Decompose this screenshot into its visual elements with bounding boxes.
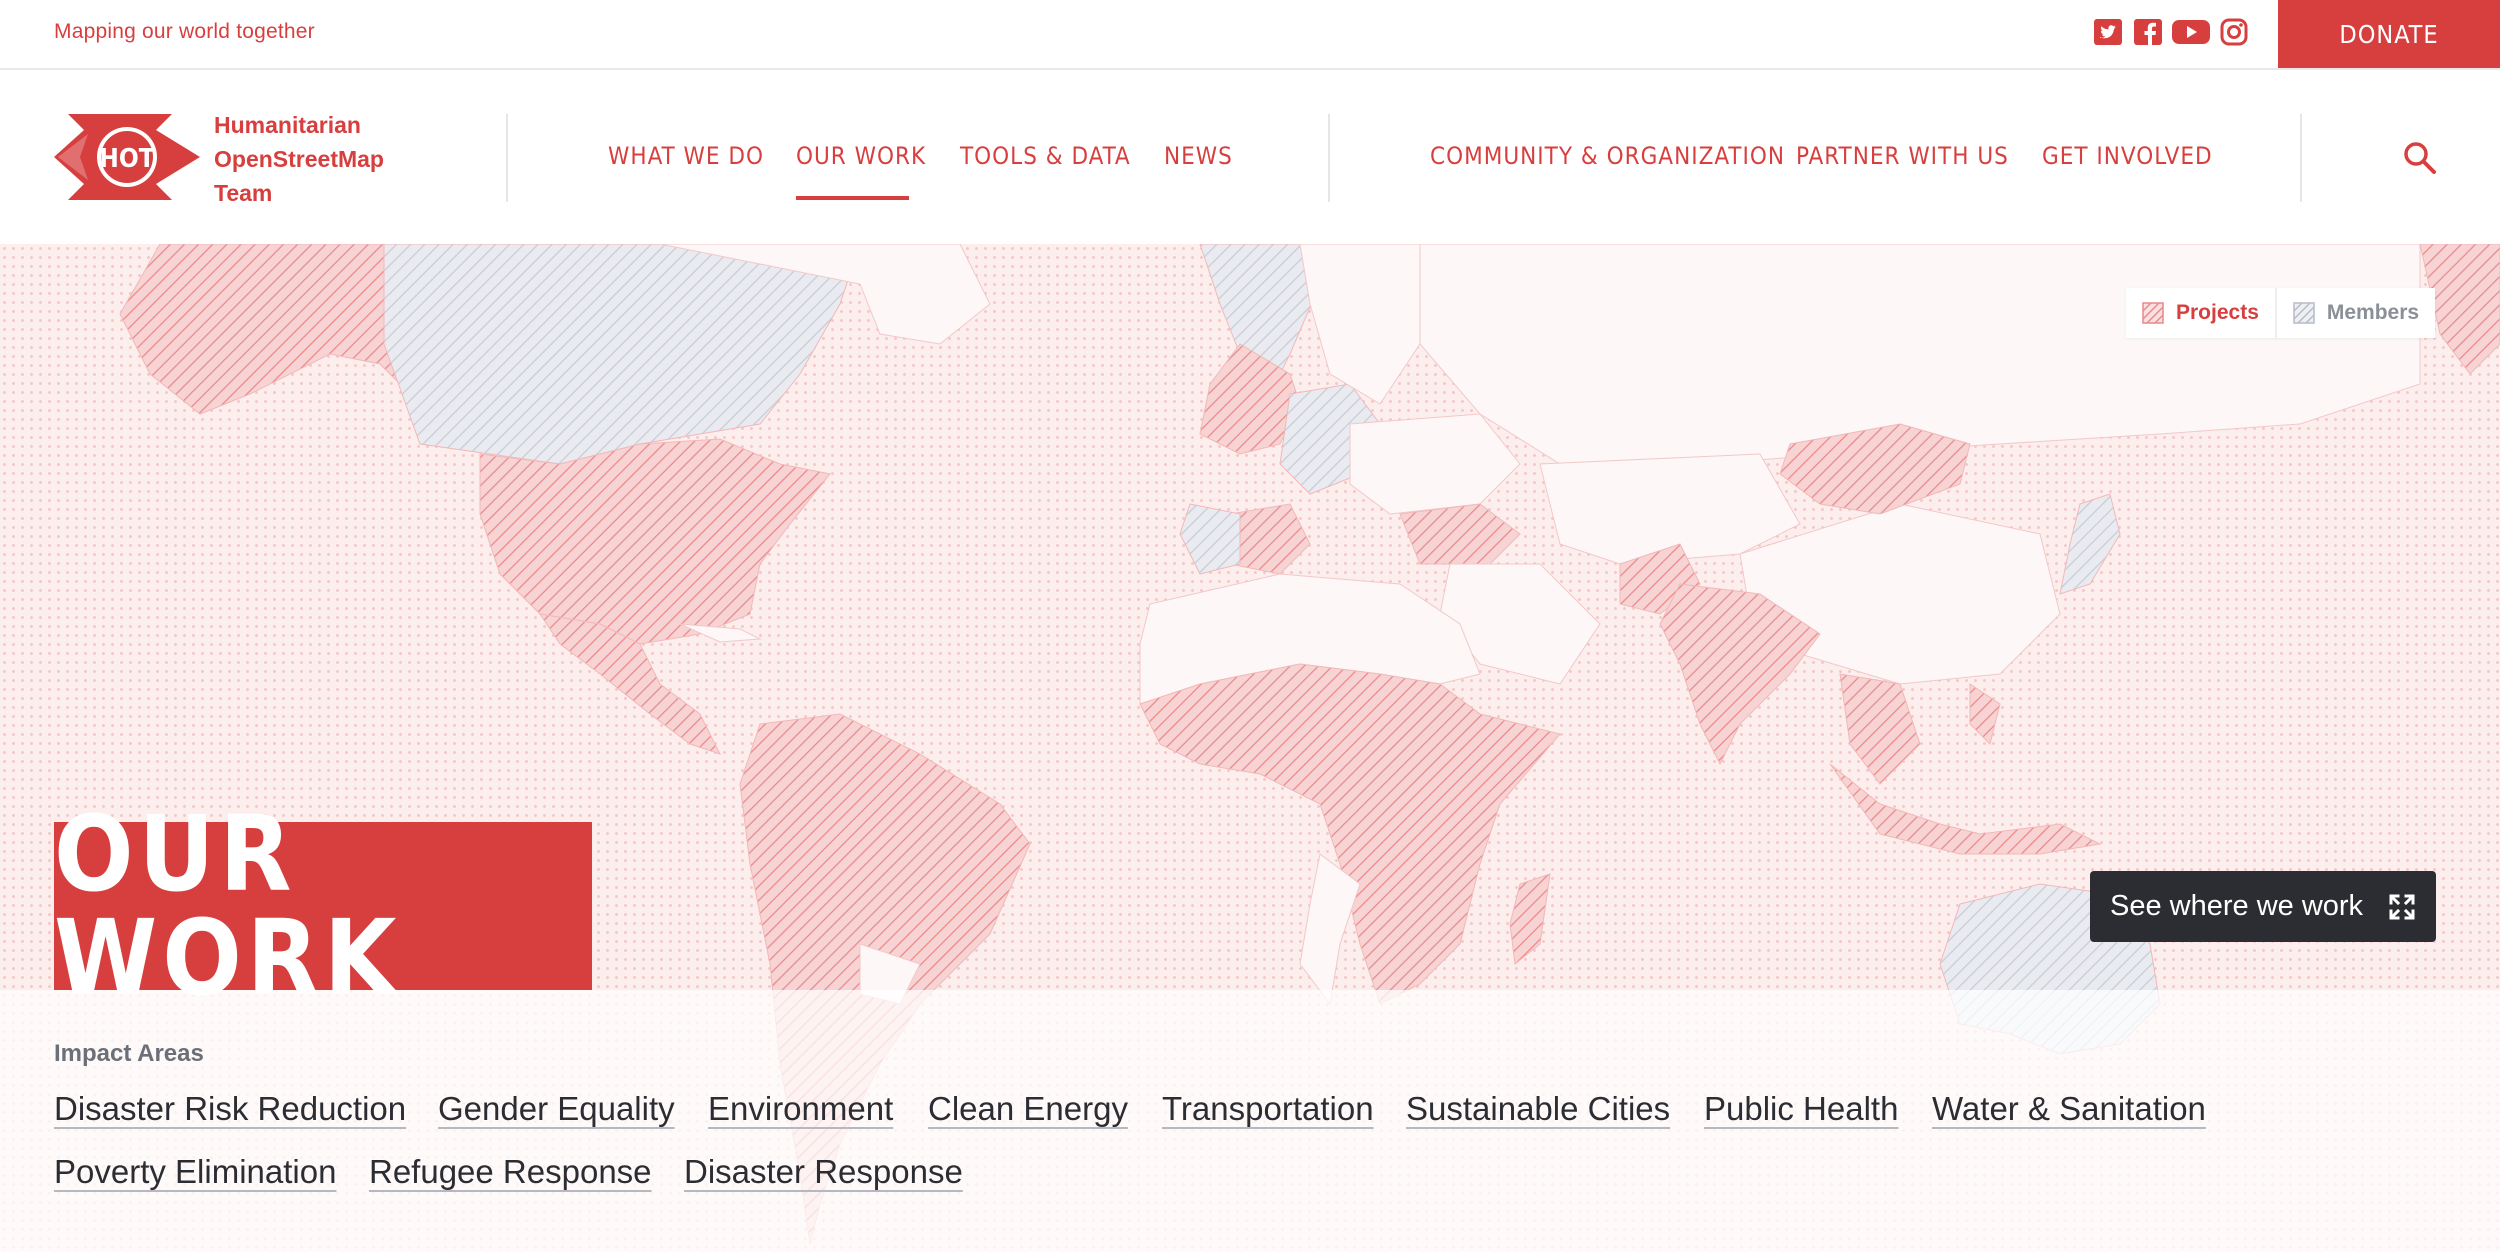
nav-divider (2300, 114, 2302, 202)
country-shape (1229, 503, 1311, 575)
youtube-icon[interactable] (2172, 17, 2210, 47)
nav-news[interactable]: NEWS (1164, 142, 1233, 170)
nav-get-involved[interactable]: GET INVOLVED (2042, 142, 2213, 170)
country-shape (1779, 423, 1971, 515)
expand-icon (2389, 894, 2415, 920)
nav-active-indicator (796, 196, 909, 200)
impact-link-poverty-elimination[interactable]: Poverty Elimination (54, 1153, 337, 1190)
twitter-icon[interactable] (2094, 17, 2122, 47)
see-where-we-work-button[interactable]: See where we work (2090, 871, 2436, 942)
tagline: Mapping our world together (54, 20, 315, 43)
country-shape (1839, 673, 1921, 785)
country-shape (1829, 763, 2102, 855)
nav-our-work[interactable]: OUR WORK (796, 142, 927, 170)
country-shape (479, 438, 831, 645)
hot-logo-icon[interactable]: HOT (54, 112, 200, 202)
logo-line: Humanitarian (214, 112, 361, 138)
nav-partner-with-us[interactable]: PARTNER WITH US (1796, 142, 2009, 170)
nav-what-we-do[interactable]: WHAT WE DO (608, 142, 765, 170)
impact-link-refugee-response[interactable]: Refugee Response (369, 1153, 652, 1190)
logo-line: Team (214, 180, 273, 206)
impact-link-disaster-risk-reduction[interactable]: Disaster Risk Reduction (54, 1090, 407, 1127)
main-header: HOT Humanitarian OpenStreetMap Team WHAT… (0, 70, 2500, 244)
facebook-icon[interactable] (2134, 17, 2162, 47)
map-legend: Projects Members (2126, 288, 2436, 338)
nav-tools-data[interactable]: TOOLS & DATA (960, 142, 1131, 170)
country-shape (383, 244, 861, 465)
legend-projects[interactable]: Projects (2126, 288, 2275, 338)
impact-link-gender-equality[interactable]: Gender Equality (438, 1090, 675, 1127)
hatch-swatch-icon (2142, 302, 2164, 324)
nav-divider (506, 114, 508, 202)
logo-mark-text: HOT (99, 144, 154, 174)
impact-link-transportation[interactable]: Transportation (1162, 1090, 1374, 1127)
map-bottom-fade (0, 990, 2500, 1252)
country-shape (659, 244, 991, 345)
world-map[interactable] (0, 244, 2500, 1252)
hatch-swatch-icon (2293, 302, 2315, 324)
page-title: OUR WORK (54, 793, 402, 1019)
country-shape (1509, 873, 1551, 965)
instagram-icon[interactable] (2220, 17, 2248, 47)
impact-link-clean-energy[interactable]: Clean Energy (928, 1090, 1128, 1127)
logo-wordmark[interactable]: Humanitarian OpenStreetMap Team (214, 108, 384, 210)
impact-link-environment[interactable]: Environment (708, 1090, 894, 1127)
nav-community-organization[interactable]: COMMUNITY & ORGANIZATION (1430, 142, 1785, 170)
country-shape (1399, 503, 1521, 565)
impact-areas-label: Impact Areas (54, 1040, 204, 1067)
see-where-label: See where we work (2110, 890, 2364, 922)
nav-divider (1328, 114, 1330, 202)
country-shape (538, 613, 721, 755)
logo-line: OpenStreetMap (214, 146, 384, 172)
country-shape (119, 244, 411, 415)
search-icon[interactable] (2400, 138, 2440, 178)
country-shape (1299, 244, 1421, 405)
page-title-block: OUR WORK (54, 802, 592, 1010)
country-shape (1969, 683, 2001, 745)
impact-link-disaster-response[interactable]: Disaster Response (684, 1153, 963, 1190)
impact-link-public-health[interactable]: Public Health (1704, 1090, 1899, 1127)
country-shape (1199, 343, 1301, 455)
utility-bar: Mapping our world together DONATE (0, 0, 2500, 70)
legend-projects-label: Projects (2176, 301, 2259, 324)
country-shape (1659, 583, 1821, 766)
country-shape (679, 623, 762, 643)
impact-link-water-sanitation[interactable]: Water & Sanitation (1932, 1090, 2206, 1127)
impact-link-sustainable-cities[interactable]: Sustainable Cities (1406, 1090, 1671, 1127)
country-shape (1349, 413, 1521, 515)
donate-button[interactable]: DONATE (2278, 0, 2500, 68)
country-shape (1139, 663, 1561, 1005)
legend-members[interactable]: Members (2274, 288, 2435, 338)
country-shape (1179, 503, 1241, 575)
country-shape (2419, 244, 2500, 375)
legend-members-label: Members (2326, 301, 2420, 324)
country-shape (2059, 493, 2121, 595)
